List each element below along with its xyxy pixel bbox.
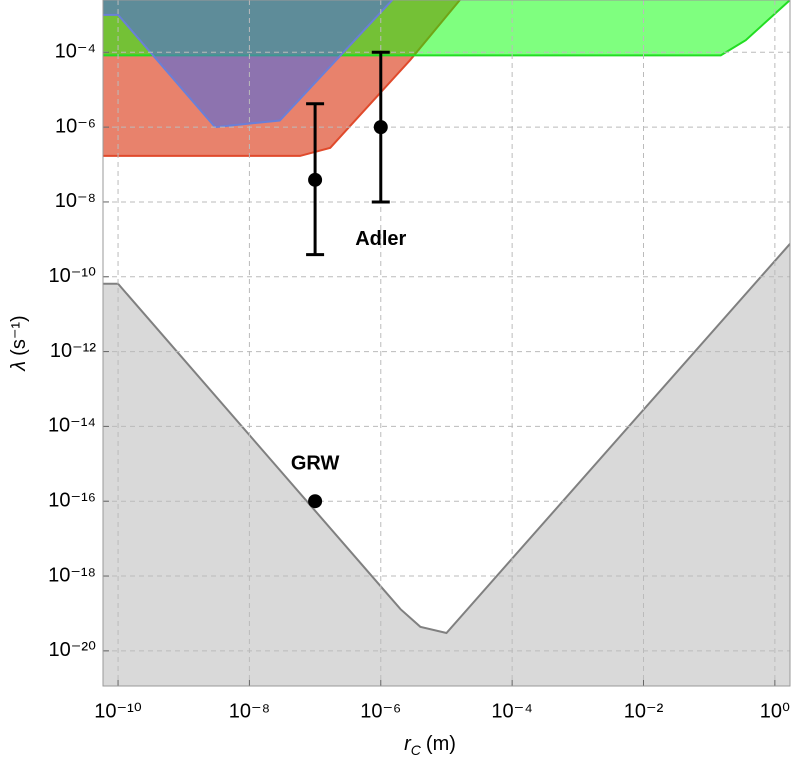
y-tick-label: 10⁻⁸ bbox=[55, 190, 96, 212]
marker-label: Adler bbox=[355, 228, 406, 250]
y-tick-label: 10⁻¹⁴ bbox=[48, 415, 96, 437]
marker-point bbox=[308, 172, 323, 187]
x-label-symbol: r bbox=[404, 733, 412, 755]
x-tick-label: 10⁻⁸ bbox=[229, 700, 270, 722]
y-tick-label: 10⁻¹⁸ bbox=[48, 564, 96, 586]
y-label-symbol: λ bbox=[8, 361, 30, 372]
marker-point bbox=[373, 120, 388, 135]
marker-label: GRW bbox=[291, 453, 340, 475]
region-boundary bbox=[103, 0, 790, 57]
region bbox=[103, 0, 393, 128]
x-label-subscript: C bbox=[411, 742, 422, 758]
markers bbox=[306, 50, 390, 509]
y-tick-label: 10⁻⁴ bbox=[55, 41, 96, 63]
y-tick-label: 10⁻¹² bbox=[50, 340, 96, 362]
x-tick-label: 10⁻⁶ bbox=[360, 700, 401, 722]
x-tick-label: 10⁰ bbox=[760, 700, 790, 722]
y-tick-label: 10⁻⁶ bbox=[55, 115, 96, 137]
y-tick-label: 10⁻¹⁶ bbox=[48, 490, 96, 512]
x-tick-label: 10⁻¹⁰ bbox=[94, 700, 141, 722]
x-tick-label: 10⁻² bbox=[624, 700, 664, 722]
y-tick-label: 10⁻²⁰ bbox=[49, 639, 96, 661]
x-tick-label: 10⁻⁴ bbox=[491, 700, 532, 722]
x-axis-label: rC (m) bbox=[404, 733, 456, 757]
y-tick-label: 10⁻¹⁰ bbox=[49, 265, 96, 287]
grid bbox=[103, 0, 790, 686]
y-axis-label: λ (s⁻¹) bbox=[8, 315, 30, 371]
marker-point bbox=[308, 494, 323, 509]
y-label-unit: (s⁻¹) bbox=[8, 315, 30, 356]
x-label-unit: (m) bbox=[426, 733, 456, 755]
plot-frame bbox=[102, 0, 791, 687]
region-boundary bbox=[103, 243, 790, 635]
region bbox=[103, 243, 790, 686]
plot-areas bbox=[103, 0, 790, 686]
